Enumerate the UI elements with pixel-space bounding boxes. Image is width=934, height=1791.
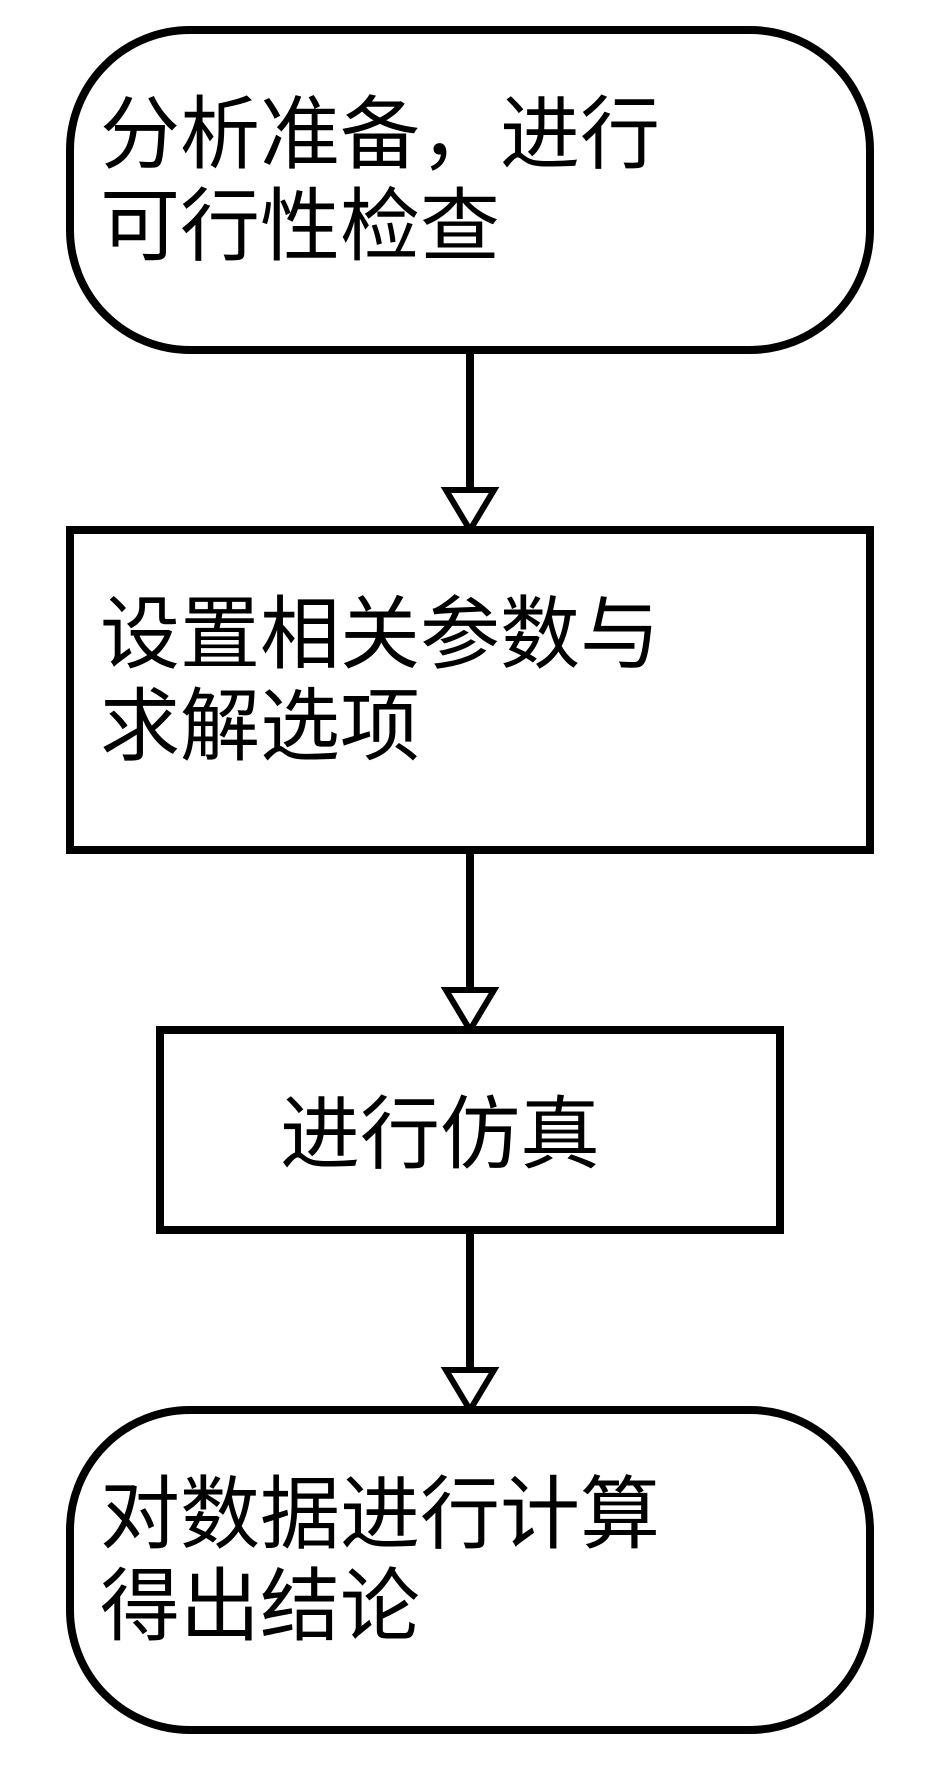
node-set-params-label: 设置相关参数与 求解选项 — [100, 590, 660, 774]
node-end-label: 对数据进行计算 得出结论 — [100, 1470, 660, 1654]
node-simulate-label: 进行仿真 — [280, 1090, 600, 1182]
node-start-label: 分析准备，进行 可行性检查 — [100, 90, 660, 274]
